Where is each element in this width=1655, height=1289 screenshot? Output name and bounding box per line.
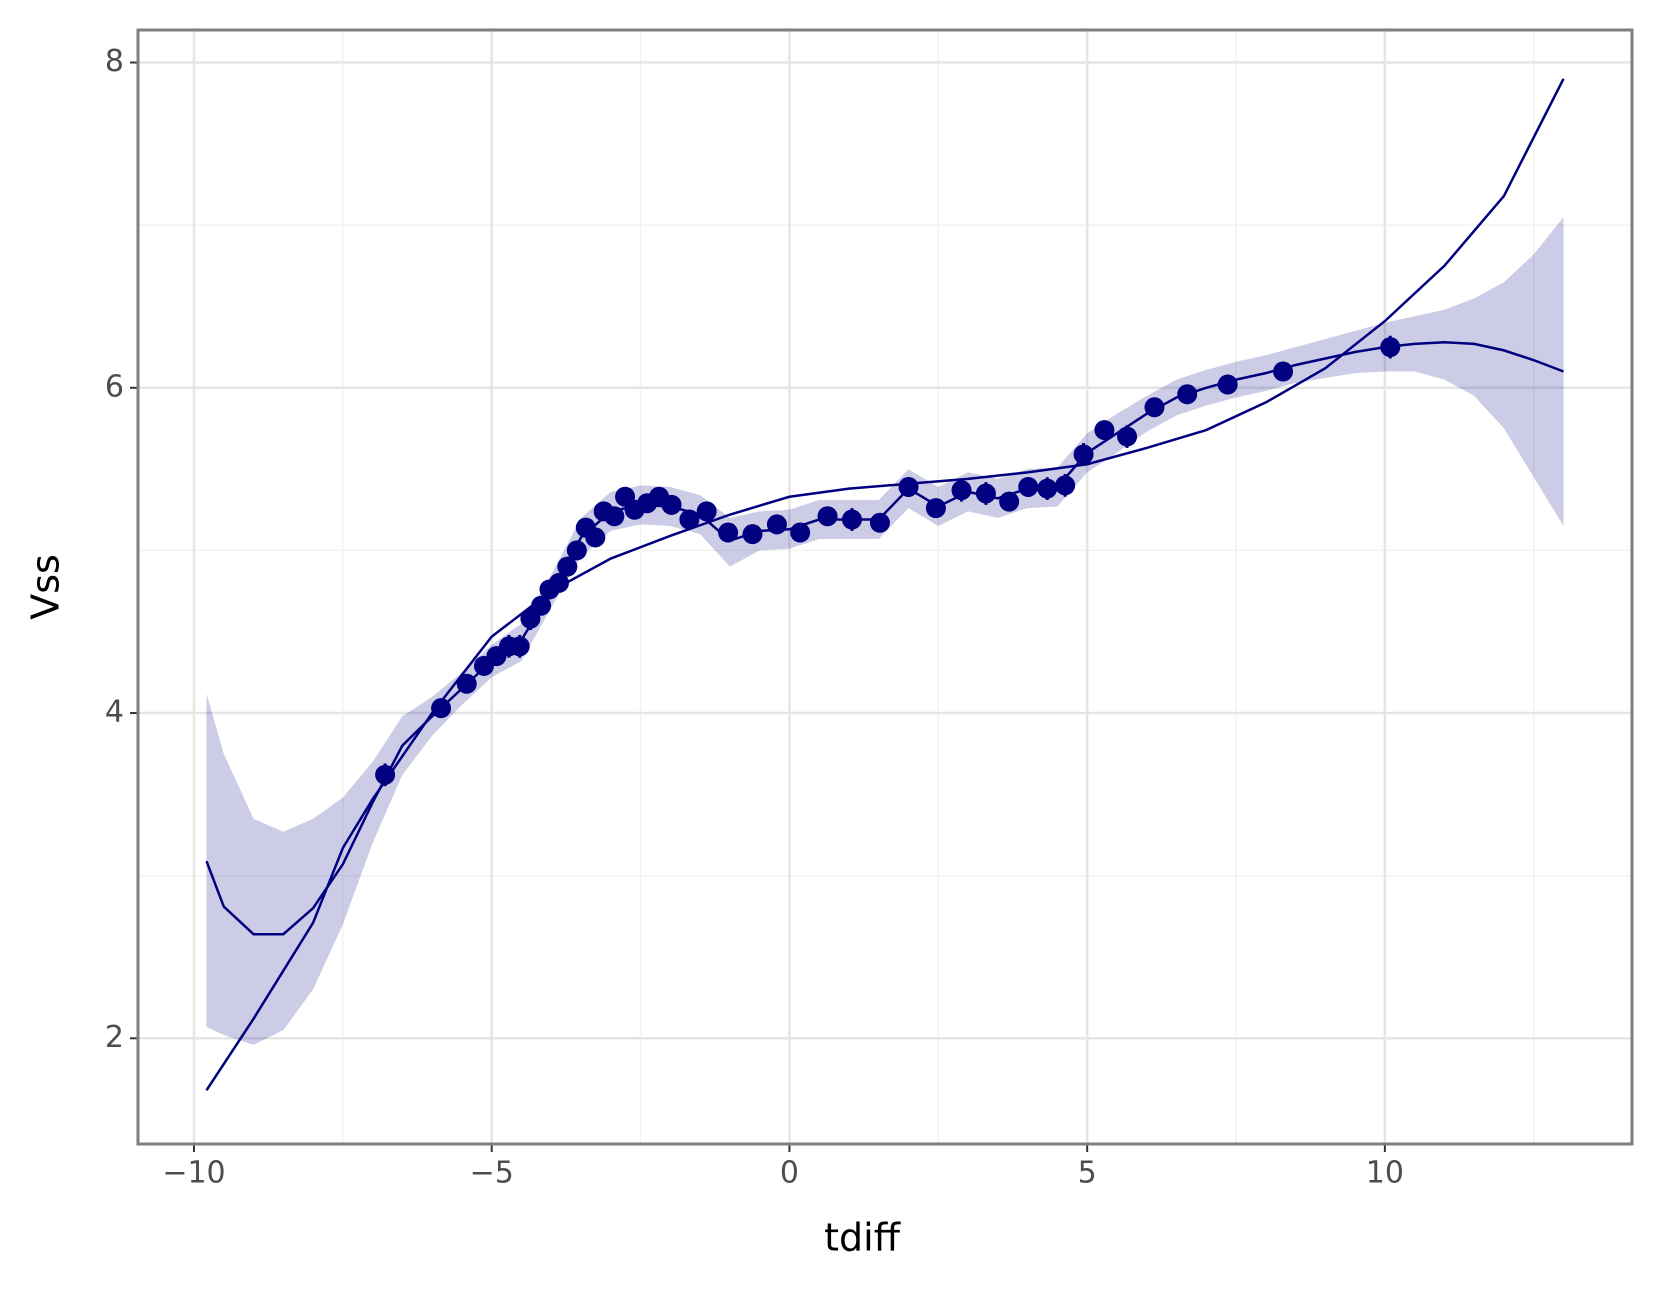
point — [509, 636, 530, 657]
point — [531, 595, 552, 616]
point — [566, 540, 587, 561]
point — [1055, 475, 1076, 496]
point — [766, 514, 787, 535]
point — [999, 491, 1020, 512]
point — [548, 572, 569, 593]
point — [1380, 337, 1401, 358]
point — [557, 556, 578, 577]
point — [1273, 361, 1294, 382]
point — [661, 494, 682, 515]
point — [456, 673, 477, 694]
y-tick-label: 4 — [105, 695, 124, 730]
point — [898, 476, 919, 497]
x-tick-label: −10 — [162, 1156, 225, 1191]
point — [431, 698, 452, 719]
panel-border — [136, 28, 1634, 1146]
point — [951, 480, 972, 501]
point — [1073, 444, 1094, 465]
y-tick-label: 6 — [105, 369, 124, 404]
point — [975, 483, 996, 504]
point — [375, 764, 396, 785]
point — [604, 506, 625, 527]
smooth-line — [205, 340, 1564, 936]
x-tick-label: 0 — [780, 1156, 799, 1191]
y-tick-label: 8 — [105, 44, 124, 79]
point — [585, 527, 606, 548]
point — [742, 524, 763, 545]
point — [1018, 476, 1039, 497]
point — [718, 522, 739, 543]
point — [841, 509, 862, 530]
point — [679, 509, 700, 530]
x-tick-label: 10 — [1366, 1156, 1404, 1191]
point — [1177, 384, 1198, 405]
point — [790, 522, 811, 543]
y-axis-label: Vss — [24, 554, 68, 620]
point — [925, 498, 946, 519]
point — [1217, 374, 1238, 395]
x-tick-label: 5 — [1078, 1156, 1097, 1191]
point — [1094, 420, 1115, 441]
point — [869, 512, 890, 533]
x-axis-label: tdiff — [824, 1216, 901, 1260]
fit-line — [205, 78, 1565, 1092]
point — [1144, 397, 1165, 418]
point — [817, 506, 838, 527]
point — [696, 501, 717, 522]
x-tick-label: −5 — [470, 1156, 514, 1191]
point — [1117, 426, 1138, 447]
point — [1037, 478, 1058, 499]
y-tick-label: 2 — [105, 1020, 124, 1055]
